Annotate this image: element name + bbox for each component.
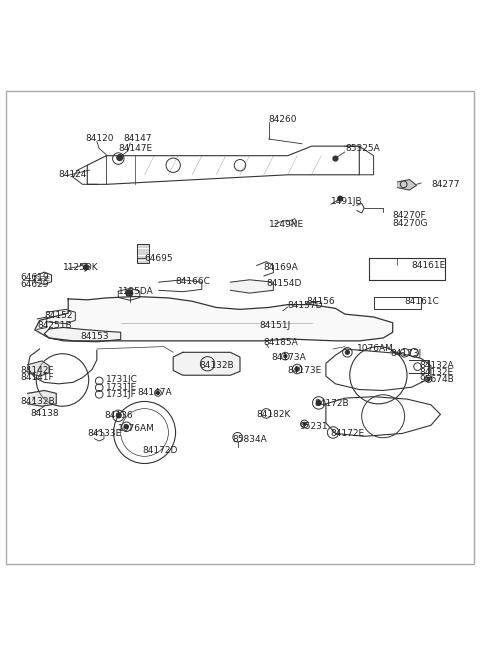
Bar	[137, 244, 149, 263]
Text: 84172D: 84172D	[142, 446, 178, 455]
Text: 84161C: 84161C	[405, 297, 440, 306]
Text: 84157D: 84157D	[288, 301, 323, 310]
Text: 84133E: 84133E	[87, 429, 121, 438]
Polygon shape	[44, 328, 120, 342]
Text: 1076AM: 1076AM	[357, 345, 394, 354]
Text: 84132A: 84132A	[419, 361, 454, 370]
Text: 84161E: 84161E	[412, 261, 446, 270]
Circle shape	[333, 156, 338, 161]
Text: 84132E: 84132E	[419, 368, 453, 377]
Text: 84153: 84153	[80, 331, 109, 341]
Text: 1125DA: 1125DA	[118, 287, 154, 296]
Circle shape	[427, 378, 430, 381]
Text: 1731JE: 1731JE	[107, 383, 138, 392]
Circle shape	[346, 350, 349, 354]
Text: 1731JC: 1731JC	[107, 375, 138, 384]
Text: 95674B: 95674B	[419, 375, 454, 384]
Text: 84132B: 84132B	[199, 361, 234, 370]
Text: 84185A: 84185A	[264, 338, 299, 347]
Circle shape	[116, 413, 121, 418]
Text: 84172B: 84172B	[314, 400, 348, 408]
Text: 84156: 84156	[307, 297, 336, 306]
Text: 84169A: 84169A	[264, 263, 299, 272]
Text: 84277: 84277	[431, 180, 459, 189]
Text: 64619: 64619	[21, 273, 49, 282]
Polygon shape	[397, 179, 417, 190]
Text: 84151J: 84151J	[259, 320, 290, 329]
Text: 84138: 84138	[30, 409, 59, 418]
Text: 64629: 64629	[21, 280, 49, 289]
Polygon shape	[28, 390, 56, 406]
Polygon shape	[47, 309, 75, 324]
Circle shape	[284, 355, 287, 358]
Circle shape	[316, 400, 321, 405]
Text: 1491JB: 1491JB	[331, 196, 362, 206]
Text: 84154D: 84154D	[266, 279, 301, 288]
Text: 84166C: 84166C	[176, 276, 210, 286]
Text: 84251B: 84251B	[37, 320, 72, 329]
Text: 95231: 95231	[300, 422, 328, 431]
Text: 84172E: 84172E	[331, 429, 365, 438]
Polygon shape	[230, 280, 274, 293]
Circle shape	[156, 392, 159, 394]
Polygon shape	[28, 361, 49, 376]
Circle shape	[117, 155, 122, 160]
Text: 84173A: 84173A	[271, 352, 306, 362]
Text: 84141F: 84141F	[21, 373, 54, 382]
Circle shape	[295, 367, 299, 371]
Text: 1125DK: 1125DK	[63, 263, 99, 272]
Circle shape	[303, 422, 306, 425]
Text: 84147A: 84147A	[137, 388, 172, 398]
Text: 84270G: 84270G	[393, 219, 428, 228]
Circle shape	[84, 265, 88, 270]
Circle shape	[338, 196, 343, 201]
Text: 84260: 84260	[269, 115, 297, 124]
Text: 85834A: 85834A	[233, 435, 267, 444]
Text: 64695: 64695	[144, 253, 173, 263]
Text: 84173J: 84173J	[390, 349, 421, 358]
Text: 84147E: 84147E	[118, 144, 153, 153]
Text: 84124: 84124	[59, 170, 87, 179]
Text: 1249NE: 1249NE	[269, 220, 304, 229]
Text: 84147: 84147	[123, 134, 152, 143]
Text: 84182K: 84182K	[257, 410, 291, 419]
Text: 1731JF: 1731JF	[107, 390, 137, 399]
Text: 85325A: 85325A	[345, 144, 380, 153]
Circle shape	[124, 425, 128, 428]
Polygon shape	[35, 297, 393, 341]
Text: 84270F: 84270F	[393, 211, 426, 220]
Polygon shape	[173, 352, 240, 375]
Text: 84142F: 84142F	[21, 366, 54, 375]
Circle shape	[126, 290, 132, 297]
Text: 84120: 84120	[85, 134, 113, 143]
Text: 1076AM: 1076AM	[118, 424, 155, 433]
Text: 84152: 84152	[44, 311, 73, 320]
Text: 84132B: 84132B	[21, 397, 55, 406]
Text: 84173E: 84173E	[288, 366, 322, 375]
Text: 84136: 84136	[104, 411, 132, 420]
